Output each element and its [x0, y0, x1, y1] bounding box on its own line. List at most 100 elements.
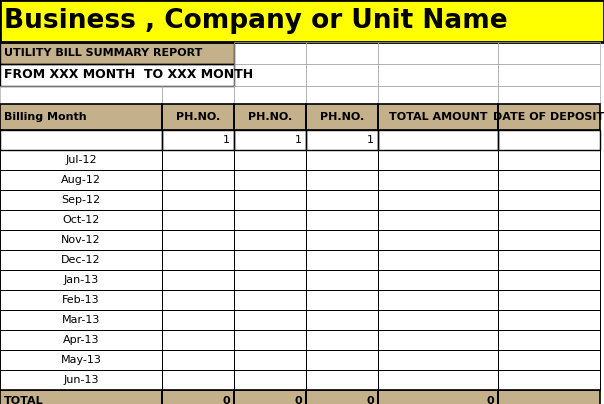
Bar — [306, 330, 378, 350]
Bar — [0, 330, 162, 350]
Text: 0: 0 — [294, 396, 302, 404]
Bar — [234, 190, 306, 210]
Bar — [378, 330, 498, 350]
Bar — [234, 210, 306, 230]
Bar — [498, 42, 600, 64]
Bar — [498, 370, 600, 390]
Bar — [306, 130, 378, 150]
Bar — [162, 190, 234, 210]
Text: Mar-13: Mar-13 — [62, 315, 100, 325]
Bar — [378, 86, 498, 104]
Bar — [0, 42, 234, 64]
Bar — [234, 64, 306, 86]
Bar — [0, 270, 162, 290]
Bar — [0, 350, 162, 370]
Bar — [234, 86, 306, 104]
Bar — [162, 170, 234, 190]
Bar — [234, 130, 306, 150]
Bar — [498, 104, 600, 130]
Bar — [162, 370, 234, 390]
Bar — [498, 130, 600, 150]
Bar — [498, 390, 600, 404]
Bar — [234, 250, 306, 270]
Bar — [378, 330, 498, 350]
Bar — [162, 390, 234, 404]
Bar — [0, 250, 162, 270]
Text: Aug-12: Aug-12 — [61, 175, 101, 185]
Text: UTILITY BILL SUMMARY REPORT: UTILITY BILL SUMMARY REPORT — [4, 48, 202, 58]
Bar — [162, 290, 234, 310]
Bar — [234, 390, 306, 404]
Bar — [0, 230, 162, 250]
Bar — [234, 390, 306, 404]
Bar — [162, 250, 234, 270]
Bar — [234, 230, 306, 250]
Bar — [378, 350, 498, 370]
Bar — [162, 210, 234, 230]
Bar — [0, 150, 162, 170]
Bar — [162, 190, 234, 210]
Bar — [0, 104, 162, 130]
Bar — [162, 250, 234, 270]
Bar — [306, 390, 378, 404]
Bar — [378, 250, 498, 270]
Text: 1: 1 — [295, 135, 302, 145]
Bar — [234, 210, 306, 230]
Bar — [306, 64, 378, 86]
Text: Apr-13: Apr-13 — [63, 335, 99, 345]
Text: 0: 0 — [367, 396, 374, 404]
Bar — [306, 42, 378, 64]
Bar — [498, 310, 600, 330]
Bar — [234, 290, 306, 310]
Bar — [234, 230, 306, 250]
Bar — [306, 230, 378, 250]
Text: Dec-12: Dec-12 — [61, 255, 101, 265]
Bar — [162, 370, 234, 390]
Bar — [378, 170, 498, 190]
Bar — [378, 86, 498, 104]
Bar — [162, 150, 234, 170]
Bar — [498, 150, 600, 170]
Bar — [498, 210, 600, 230]
Bar — [498, 310, 600, 330]
Text: DATE OF DEPOSIT: DATE OF DEPOSIT — [493, 112, 604, 122]
Bar — [498, 190, 600, 210]
Bar — [234, 190, 306, 210]
Bar — [162, 310, 234, 330]
Bar — [162, 270, 234, 290]
Bar — [306, 210, 378, 230]
Bar — [498, 130, 600, 150]
Bar — [498, 250, 600, 270]
Bar — [498, 190, 600, 210]
Bar — [162, 130, 234, 150]
Bar — [378, 390, 498, 404]
Bar — [306, 150, 378, 170]
Bar — [378, 64, 498, 86]
Bar — [378, 370, 498, 390]
Bar — [0, 310, 162, 330]
Bar — [0, 350, 162, 370]
Text: PH.NO.: PH.NO. — [320, 112, 364, 122]
Bar — [306, 170, 378, 190]
Bar — [498, 290, 600, 310]
Bar — [0, 250, 162, 270]
Bar — [234, 130, 306, 150]
Text: TOTAL AMOUNT: TOTAL AMOUNT — [389, 112, 487, 122]
Bar — [0, 230, 162, 250]
Bar — [234, 290, 306, 310]
Bar — [0, 42, 234, 64]
Text: Sep-12: Sep-12 — [62, 195, 100, 205]
Text: Jun-13: Jun-13 — [63, 375, 98, 385]
Bar — [306, 86, 378, 104]
Bar — [378, 190, 498, 210]
Text: 1: 1 — [223, 135, 230, 145]
Bar — [0, 0, 604, 42]
Bar — [0, 270, 162, 290]
Bar — [498, 270, 600, 290]
Bar — [234, 270, 306, 290]
Bar — [234, 310, 306, 330]
Text: Oct-12: Oct-12 — [62, 215, 100, 225]
Bar — [162, 130, 234, 150]
Bar — [234, 350, 306, 370]
Bar — [378, 64, 498, 86]
